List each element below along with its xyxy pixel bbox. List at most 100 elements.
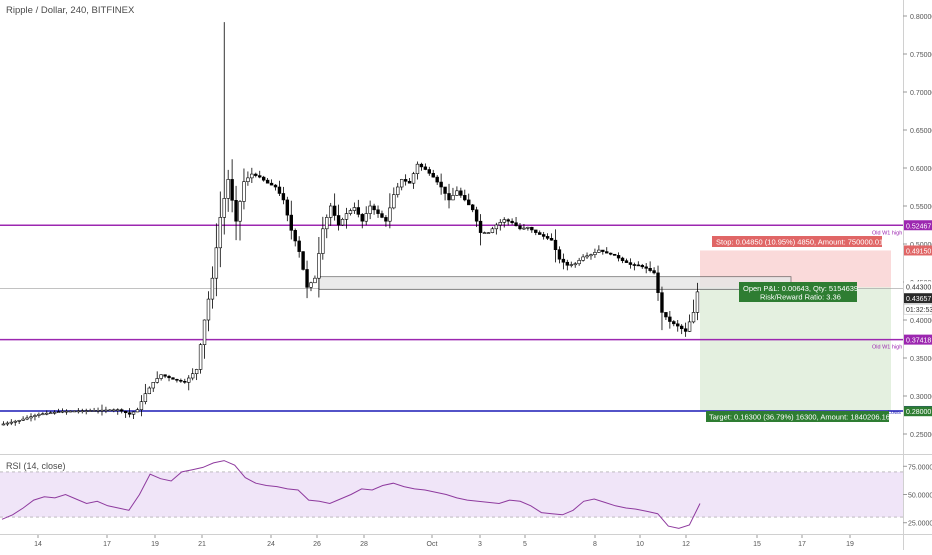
time-tick-label: 17 bbox=[798, 541, 806, 548]
candle-body bbox=[202, 319, 207, 346]
candle-body bbox=[526, 226, 530, 229]
level-note: Old W1 high bbox=[872, 230, 902, 236]
candle-body bbox=[463, 195, 467, 201]
candle-body bbox=[467, 199, 471, 206]
candle-body bbox=[411, 173, 416, 184]
candle-body bbox=[297, 240, 301, 252]
candle-body bbox=[399, 179, 404, 188]
candle-body bbox=[214, 247, 219, 279]
candle-body bbox=[664, 312, 668, 318]
candle-body bbox=[427, 169, 431, 174]
candle-body bbox=[403, 179, 408, 182]
candle-body bbox=[100, 409, 104, 412]
candle-body bbox=[29, 416, 33, 419]
candle-body bbox=[104, 409, 108, 412]
stop-info-box bbox=[712, 236, 882, 247]
level-note: Old W1 high bbox=[872, 345, 902, 351]
candle-body bbox=[175, 378, 179, 381]
candle-body bbox=[459, 190, 463, 196]
rsi-tick-label: 75.0000 bbox=[908, 464, 932, 471]
candle-body bbox=[210, 277, 215, 300]
candle-body bbox=[344, 213, 349, 220]
candle-body bbox=[687, 321, 692, 332]
candle-body bbox=[593, 252, 597, 255]
stop-price-label: 0.49150 bbox=[906, 248, 931, 255]
candle-body bbox=[206, 298, 211, 321]
candle-body bbox=[632, 264, 637, 266]
candle-body bbox=[553, 239, 558, 250]
candle-body bbox=[234, 200, 238, 222]
candle-body bbox=[388, 207, 392, 222]
candle-body bbox=[246, 177, 250, 182]
candle-body bbox=[250, 173, 254, 179]
target-price-label: 0.28000 bbox=[906, 409, 931, 416]
candle-body bbox=[498, 222, 502, 226]
candle-body bbox=[305, 269, 309, 288]
candle-body bbox=[652, 270, 656, 274]
candle-body bbox=[147, 387, 152, 395]
candle-body bbox=[656, 272, 660, 293]
candle-body bbox=[17, 420, 21, 422]
consolidation-zone[interactable] bbox=[318, 276, 792, 290]
candle-body bbox=[360, 214, 364, 222]
candle-body bbox=[660, 292, 664, 313]
candle-body bbox=[435, 176, 439, 183]
candle-body bbox=[151, 382, 155, 389]
candle-body bbox=[589, 254, 593, 257]
candle-body bbox=[49, 412, 53, 415]
level-price-tag bbox=[904, 334, 932, 345]
candle-body bbox=[494, 224, 499, 230]
candle-body bbox=[557, 249, 562, 260]
candle-body bbox=[506, 219, 510, 222]
candle-body bbox=[573, 263, 577, 266]
candle-body bbox=[155, 378, 159, 383]
candle-body bbox=[25, 417, 29, 420]
candle-body bbox=[108, 409, 112, 412]
candle-body bbox=[258, 175, 262, 178]
time-tick-label: 15 bbox=[753, 541, 761, 548]
candle-body bbox=[289, 214, 293, 231]
candle-body bbox=[502, 219, 506, 223]
candle-body bbox=[230, 179, 234, 201]
candle-body bbox=[261, 176, 266, 181]
candle-body bbox=[60, 410, 65, 413]
candle-body bbox=[530, 226, 534, 231]
candle-body bbox=[392, 194, 396, 209]
candle-body bbox=[183, 381, 187, 383]
candle-body bbox=[336, 215, 341, 226]
candle-body bbox=[131, 411, 136, 415]
candle-body bbox=[92, 410, 96, 412]
rsi-tick-label: 50.0000 bbox=[908, 493, 932, 500]
time-tick-label: 14 bbox=[34, 541, 42, 548]
candle-body bbox=[285, 199, 290, 216]
candle-body bbox=[265, 179, 270, 184]
candle-body bbox=[167, 375, 171, 379]
candle-body bbox=[33, 415, 37, 417]
candle-body bbox=[601, 249, 605, 252]
candle-body bbox=[668, 316, 672, 322]
countdown-tag bbox=[903, 303, 932, 315]
candle-body bbox=[37, 413, 41, 416]
candle-body bbox=[419, 163, 424, 168]
candle-body bbox=[486, 232, 491, 234]
candle-body bbox=[112, 409, 116, 412]
candle-body bbox=[447, 193, 451, 201]
candle-body bbox=[348, 210, 353, 214]
candle-body bbox=[534, 229, 538, 233]
candle-body bbox=[143, 393, 148, 403]
candle-body bbox=[171, 377, 175, 380]
candle-body bbox=[80, 410, 84, 413]
candle-body bbox=[605, 251, 609, 254]
candle-body bbox=[254, 173, 258, 176]
candle-body bbox=[273, 184, 278, 188]
candle-body bbox=[84, 410, 88, 412]
candle-body bbox=[159, 374, 163, 379]
candle-body bbox=[679, 325, 684, 330]
candle-body bbox=[368, 205, 372, 214]
